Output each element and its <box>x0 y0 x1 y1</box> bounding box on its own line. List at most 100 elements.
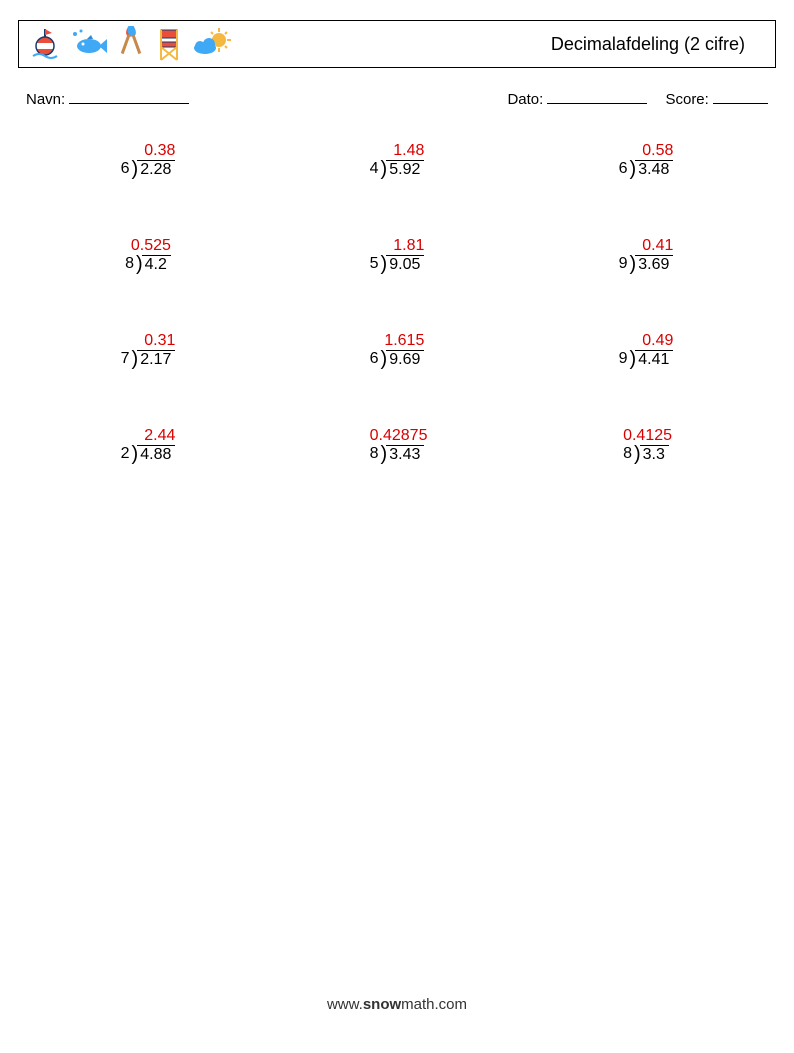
answer-value: 0.58 <box>619 142 674 160</box>
divisor-value: 8 <box>125 255 136 273</box>
name-underline <box>69 90 189 104</box>
answer-value: 1.615 <box>370 332 425 350</box>
problem-cell: 0.499)4.41 <box>546 332 746 369</box>
division-line: 6)2.28 <box>121 160 176 179</box>
problem-cell: 1.6156)9.69 <box>297 332 497 369</box>
division-line: 5)9.05 <box>370 255 425 274</box>
division-line: 8)3.43 <box>370 445 425 464</box>
date-field: Dato: <box>507 90 647 108</box>
divisor-value: 6 <box>619 160 630 178</box>
buoy-icon <box>27 26 63 62</box>
score-label: Score: <box>665 91 708 108</box>
answer-value: 0.38 <box>121 142 176 160</box>
footer-brand: snow <box>363 996 401 1013</box>
problem-row: 0.386)2.281.484)5.920.586)3.48 <box>48 142 746 179</box>
problem-cell: 0.586)3.48 <box>546 142 746 179</box>
division-problem: 0.5258)4.2 <box>125 237 171 274</box>
problem-cell: 0.5258)4.2 <box>48 237 248 274</box>
divisor-value: 5 <box>370 255 381 273</box>
divisor-value: 8 <box>370 445 381 463</box>
footer-suffix: math.com <box>401 996 467 1013</box>
problem-cell: 0.419)3.69 <box>546 237 746 274</box>
dividend-value: 3.3 <box>640 445 669 464</box>
division-bracket: ) <box>381 446 388 462</box>
division-bracket: ) <box>136 256 143 272</box>
problems-grid: 0.386)2.281.484)5.920.586)3.480.5258)4.2… <box>18 142 776 464</box>
answer-value: 0.525 <box>125 237 171 255</box>
division-line: 8)4.2 <box>125 255 171 274</box>
answer-value: 0.31 <box>121 332 176 350</box>
date-underline <box>547 90 647 104</box>
dividend-value: 5.92 <box>386 160 424 179</box>
divisor-value: 2 <box>121 445 132 463</box>
division-bracket: ) <box>381 351 388 367</box>
answer-value: 1.48 <box>370 142 425 160</box>
footer-prefix: www. <box>327 996 363 1013</box>
division-problem: 1.6156)9.69 <box>370 332 425 369</box>
division-line: 4)5.92 <box>370 160 425 179</box>
dividend-value: 3.48 <box>635 160 673 179</box>
division-problem: 1.815)9.05 <box>370 237 425 274</box>
problem-cell: 0.317)2.17 <box>48 332 248 369</box>
footer: www.snowmath.com <box>0 996 794 1013</box>
sun-cloud-icon <box>191 26 233 62</box>
problem-cell: 0.41258)3.3 <box>546 427 746 464</box>
divisor-value: 8 <box>623 445 634 463</box>
name-field: Navn: <box>26 90 189 108</box>
answer-value: 0.41 <box>619 237 674 255</box>
division-problem: 0.41258)3.3 <box>623 427 669 464</box>
dividend-value: 3.69 <box>635 255 673 274</box>
division-line: 2)4.88 <box>121 445 176 464</box>
division-bracket: ) <box>132 161 139 177</box>
answer-value: 0.4125 <box>623 427 669 445</box>
division-problem: 0.586)3.48 <box>619 142 674 179</box>
dividend-value: 2.17 <box>137 350 175 369</box>
answer-value: 0.49 <box>619 332 674 350</box>
info-row: Navn: Dato: Score: <box>18 90 776 108</box>
dividend-value: 9.69 <box>386 350 424 369</box>
worksheet-title: Decimalafdeling (2 cifre) <box>551 34 745 55</box>
score-field: Score: <box>665 90 768 108</box>
division-line: 8)3.3 <box>623 445 669 464</box>
division-problem: 0.317)2.17 <box>121 332 176 369</box>
name-label: Navn: <box>26 91 65 108</box>
divisor-value: 9 <box>619 350 630 368</box>
division-bracket: ) <box>381 161 388 177</box>
division-bracket: ) <box>630 161 637 177</box>
division-bracket: ) <box>630 351 637 367</box>
chair-icon <box>153 26 185 62</box>
division-problem: 1.484)5.92 <box>370 142 425 179</box>
dividend-value: 4.2 <box>142 255 171 274</box>
dividend-value: 4.88 <box>137 445 175 464</box>
division-problem: 0.386)2.28 <box>121 142 176 179</box>
division-bracket: ) <box>381 256 388 272</box>
division-bracket: ) <box>630 256 637 272</box>
divisor-value: 7 <box>121 350 132 368</box>
answer-value: 2.44 <box>121 427 176 445</box>
problem-cell: 0.428758)3.43 <box>297 427 497 464</box>
problem-row: 2.442)4.880.428758)3.430.41258)3.3 <box>48 427 746 464</box>
paddles-icon <box>115 26 147 62</box>
problem-cell: 0.386)2.28 <box>48 142 248 179</box>
header-box: Decimalafdeling (2 cifre) <box>18 20 776 68</box>
date-label: Dato: <box>507 91 543 108</box>
division-problem: 0.419)3.69 <box>619 237 674 274</box>
worksheet-page: Decimalafdeling (2 cifre) Navn: Dato: Sc… <box>0 0 794 1053</box>
divisor-value: 6 <box>370 350 381 368</box>
division-line: 7)2.17 <box>121 350 176 369</box>
divisor-value: 4 <box>370 160 381 178</box>
division-bracket: ) <box>132 446 139 462</box>
fish-icon <box>69 26 109 62</box>
division-bracket: ) <box>132 351 139 367</box>
division-line: 6)9.69 <box>370 350 425 369</box>
division-problem: 0.428758)3.43 <box>370 427 425 464</box>
dividend-value: 4.41 <box>635 350 673 369</box>
problem-row: 0.317)2.171.6156)9.690.499)4.41 <box>48 332 746 369</box>
problem-cell: 1.484)5.92 <box>297 142 497 179</box>
division-bracket: ) <box>634 446 641 462</box>
problem-cell: 2.442)4.88 <box>48 427 248 464</box>
division-line: 6)3.48 <box>619 160 674 179</box>
dividend-value: 2.28 <box>137 160 175 179</box>
score-underline <box>713 90 768 104</box>
answer-value: 0.42875 <box>370 427 425 445</box>
